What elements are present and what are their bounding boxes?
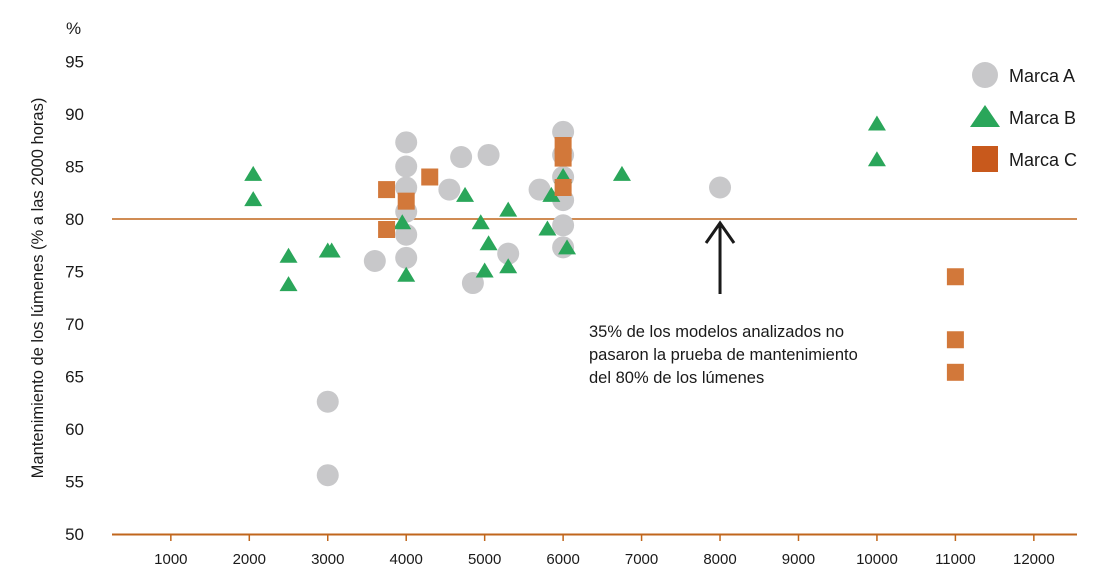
data-point-square xyxy=(946,363,964,381)
legend-item: Marca C xyxy=(972,146,1077,172)
annotation-layer: 35% de los modelos analizados no pasaron … xyxy=(589,220,858,387)
data-point-circle xyxy=(438,178,461,201)
y-tick-label: 60 xyxy=(65,420,84,439)
x-tick-label: 3000 xyxy=(311,551,344,568)
legend-item: Marca B xyxy=(970,105,1076,128)
x-tick-label: 7000 xyxy=(625,551,658,568)
x-tick-label: 6000 xyxy=(546,551,579,568)
x-tick-label: 11000 xyxy=(935,551,976,568)
data-point-triangle xyxy=(499,201,518,217)
series-triangle xyxy=(244,115,886,292)
data-point-triangle xyxy=(471,214,490,230)
data-point-triangle xyxy=(322,242,341,258)
data-point-triangle xyxy=(867,115,886,131)
data-point-circle xyxy=(461,272,484,295)
x-tick-label: 2000 xyxy=(233,551,266,568)
data-point-circle xyxy=(497,242,520,265)
data-point-triangle xyxy=(479,235,498,251)
data-point-triangle xyxy=(397,266,416,282)
data-point-triangle xyxy=(612,165,631,181)
data-point-square xyxy=(397,192,415,210)
data-point-circle xyxy=(395,131,418,154)
data-point-triangle xyxy=(538,220,557,236)
x-tick-label: 8000 xyxy=(703,551,736,568)
y-tick-label: 75 xyxy=(65,263,84,282)
data-point-triangle xyxy=(279,247,298,263)
data-point-triangle xyxy=(542,186,561,202)
annotation-arrow-head xyxy=(704,220,736,244)
data-point-circle xyxy=(395,246,418,269)
y-tick-label: 50 xyxy=(65,525,84,544)
data-point-square xyxy=(421,168,439,186)
data-point-circle xyxy=(316,464,339,487)
legend-label: Marca C xyxy=(1009,150,1077,170)
data-point-triangle xyxy=(244,191,263,207)
legend-circle-marker xyxy=(972,62,998,88)
x-tick-label: 10000 xyxy=(856,551,898,568)
data-point-circle xyxy=(709,176,732,199)
legend-triangle-marker xyxy=(970,105,1000,127)
x-tick-label: 12000 xyxy=(1013,551,1055,568)
legend: Marca A Marca B Marca C xyxy=(970,62,1077,172)
legend-item: Marca A xyxy=(972,62,1075,88)
y-tick-label: 65 xyxy=(65,368,84,387)
data-point-triangle xyxy=(279,276,298,292)
legend-label: Marca A xyxy=(1009,66,1075,86)
annotation-text-line: del 80% de los lúmenes xyxy=(589,369,764,387)
y-unit-label: % xyxy=(66,19,81,38)
series-square xyxy=(378,137,964,381)
data-point-triangle xyxy=(475,262,494,278)
data-point-square xyxy=(554,149,572,167)
data-point-circle xyxy=(395,155,418,178)
data-point-triangle xyxy=(393,214,412,230)
data-point-circle xyxy=(477,143,500,166)
data-point-square xyxy=(378,181,396,199)
data-point-triangle xyxy=(244,165,263,181)
data-point-triangle xyxy=(456,186,475,202)
data-point-circle xyxy=(395,223,418,246)
x-tick-label: 5000 xyxy=(468,551,501,568)
y-axis-title: Mantenimiento de los lúmenes (% a las 20… xyxy=(29,98,47,479)
data-point-circle xyxy=(552,214,575,237)
annotation-text-line: 35% de los modelos analizados no xyxy=(589,323,844,341)
x-tick-label: 9000 xyxy=(782,551,815,568)
series-circle xyxy=(316,120,732,487)
marks-layer xyxy=(244,115,964,487)
data-point-circle xyxy=(316,390,339,413)
axes-layer: % 50 55 60 65 70 75 80 85 90 95 Mantenimiento de lo… xyxy=(29,19,1077,568)
data-point-square xyxy=(378,221,396,238)
x-tick-label: 1000 xyxy=(154,551,187,568)
legend-label: Marca B xyxy=(1009,108,1076,128)
data-point-circle xyxy=(528,178,551,201)
data-point-circle xyxy=(450,146,473,169)
data-point-circle xyxy=(363,250,386,272)
y-tick-label: 95 xyxy=(65,53,84,72)
y-tick-label: 85 xyxy=(65,158,84,177)
annotation-text-line: pasaron la prueba de mantenimiento xyxy=(589,346,858,364)
data-point-triangle xyxy=(558,239,577,255)
legend-square-marker xyxy=(972,146,998,172)
y-tick-label: 90 xyxy=(65,105,84,124)
data-point-square xyxy=(554,179,572,196)
y-tick-label: 70 xyxy=(65,315,84,334)
data-point-square xyxy=(946,268,964,286)
data-point-square xyxy=(946,331,964,349)
x-tick-label: 4000 xyxy=(390,551,423,568)
data-point-triangle xyxy=(867,151,886,167)
y-tick-label: 55 xyxy=(65,473,84,492)
y-tick-label: 80 xyxy=(65,210,84,229)
data-point-triangle xyxy=(499,258,518,274)
